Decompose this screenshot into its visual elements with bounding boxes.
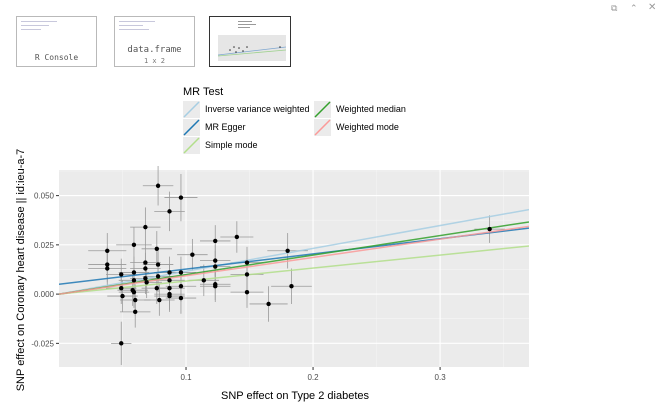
data-frame-label: data.frame <box>127 45 182 55</box>
maximize-icon[interactable]: ⌃ <box>630 3 638 13</box>
data-point <box>167 270 172 275</box>
legend-key-line <box>183 137 200 154</box>
data-point <box>167 286 172 291</box>
data-point <box>178 270 184 275</box>
legend-label: Weighted median <box>336 104 406 114</box>
data-frame-thumbnail[interactable]: data.frame 1 x 2 <box>114 16 195 67</box>
data-point <box>178 295 184 301</box>
data-point <box>120 293 125 299</box>
data-point <box>133 309 138 315</box>
data-point <box>285 248 290 253</box>
x-tick-label: 0.1 <box>180 373 192 382</box>
data-point <box>289 284 294 289</box>
data-point <box>105 248 110 253</box>
data-point <box>201 278 207 283</box>
legend-label: MR Egger <box>205 122 246 132</box>
y-tick-label: 0.050 <box>34 192 55 201</box>
legend-key-line <box>183 101 200 118</box>
mr-lines <box>59 208 529 295</box>
x-tick-label: 0.3 <box>435 373 447 382</box>
data-point <box>143 266 148 271</box>
restore-icon[interactable]: ⧉ <box>611 3 618 13</box>
mr-line-weighted-mode <box>59 225 529 295</box>
data-point <box>213 238 218 244</box>
data-points <box>105 183 492 346</box>
data-point <box>155 183 161 188</box>
data-point <box>266 301 271 307</box>
data-point <box>143 224 148 230</box>
legend-label: Inverse variance weighted <box>205 104 310 114</box>
plot-thumbnail-preview <box>217 21 287 61</box>
data-point <box>155 262 161 267</box>
legend-label: Weighted mode <box>336 122 399 132</box>
data-point <box>131 270 137 275</box>
data-point <box>105 262 110 267</box>
data-point <box>154 286 160 291</box>
data-point <box>167 209 172 214</box>
data-point <box>119 341 124 346</box>
plot-panel <box>59 170 529 367</box>
data-point <box>119 286 124 291</box>
data-point <box>213 258 218 263</box>
close-icon[interactable]: ✕ <box>648 2 657 13</box>
data-point <box>144 280 149 285</box>
data-point <box>131 278 137 283</box>
data-point <box>155 274 161 279</box>
data-point <box>234 234 240 240</box>
mr-line-inverse-variance-weighted <box>59 208 529 295</box>
data-point <box>213 284 218 289</box>
data-frame-dims: 1 x 2 <box>143 57 166 65</box>
r-console-thumbnail[interactable]: R Console <box>16 16 97 67</box>
legend-key-line <box>314 119 331 136</box>
data-point <box>131 242 137 248</box>
data-point <box>244 289 250 295</box>
data-point <box>244 260 250 265</box>
legend-key-line <box>314 101 331 118</box>
legend-key-line <box>183 119 200 136</box>
data-point <box>131 289 137 295</box>
x-tick-label: 0.2 <box>307 373 319 382</box>
frame-preview <box>119 21 155 33</box>
y-tick-label: 0.000 <box>34 290 55 299</box>
y-tick-label: -0.025 <box>31 339 54 348</box>
console-preview <box>21 21 57 33</box>
data-point <box>213 264 218 269</box>
data-point <box>143 260 148 265</box>
data-point <box>178 195 184 200</box>
mr-line-simple-mode <box>59 245 529 295</box>
data-point <box>119 272 124 277</box>
data-point <box>154 246 160 251</box>
data-point <box>157 297 162 303</box>
data-point <box>190 252 195 257</box>
x-axis-label: SNP effect on Type 2 diabetes <box>221 390 369 402</box>
data-point <box>167 278 172 283</box>
r-console-label: R Console <box>34 53 79 62</box>
data-point <box>133 297 138 303</box>
y-tick-label: 0.025 <box>34 241 55 250</box>
data-point <box>167 293 172 299</box>
scatter-plot-thumbnail[interactable] <box>209 16 291 67</box>
data-point <box>178 284 184 289</box>
legend-title: MR Test <box>183 86 224 98</box>
data-point <box>244 272 250 277</box>
data-point <box>487 226 492 232</box>
data-point <box>105 266 110 271</box>
y-axis-label: SNP effect on Coronary heart disease || … <box>15 148 27 392</box>
legend-label: Simple mode <box>205 140 258 150</box>
data-point <box>143 276 148 281</box>
